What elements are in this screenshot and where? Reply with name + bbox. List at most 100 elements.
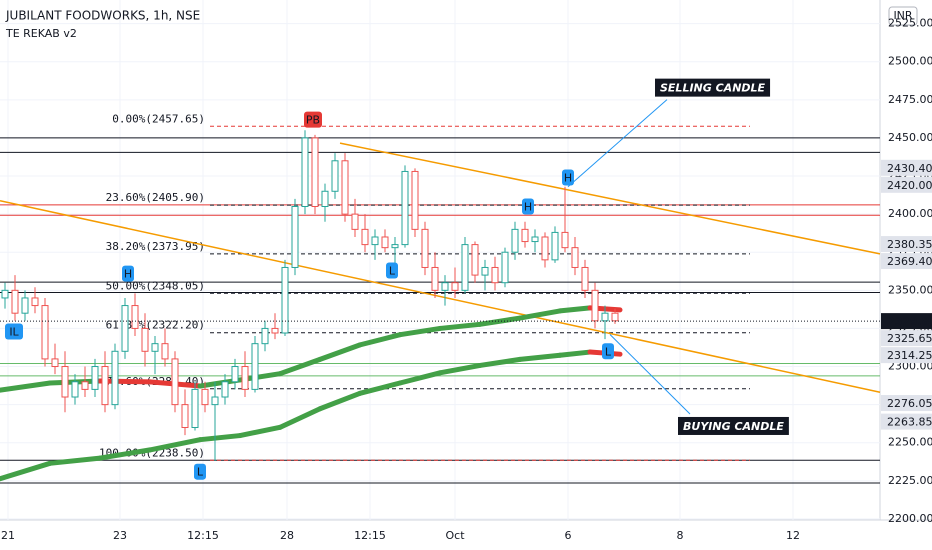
price-label-box — [881, 253, 932, 270]
moving-average — [277, 356, 323, 377]
marker-box — [522, 198, 534, 215]
candle-body — [31, 297, 39, 307]
y-tick-label: 2450.00 — [888, 131, 932, 144]
candle-body — [421, 228, 429, 268]
candle-body — [301, 137, 309, 208]
candle-body — [271, 327, 279, 334]
y-tick-label: 2200.00 — [888, 512, 932, 525]
candle-body — [161, 343, 169, 360]
candle-body — [461, 244, 469, 291]
x-tick-label: 12 — [786, 529, 800, 542]
candle-body — [531, 236, 539, 243]
annotation-text: BUYING CANDLE — [683, 420, 784, 433]
moving-average — [437, 321, 483, 331]
candle-body — [511, 228, 519, 253]
price-label: 2420.00 — [887, 179, 932, 192]
x-tick-label: 6 — [565, 529, 572, 542]
trendline — [339, 142, 881, 255]
currency-box[interactable] — [888, 6, 918, 26]
candle-body — [321, 190, 329, 208]
price-label: 2263.85 — [887, 416, 932, 429]
candle-body — [211, 396, 219, 406]
price-label-box — [881, 313, 932, 330]
candle-body — [401, 170, 409, 246]
price-label-box — [881, 330, 932, 347]
candle-body — [491, 266, 499, 284]
moving-average — [397, 370, 443, 386]
x-tick-label: 12:15 — [354, 529, 386, 542]
indicator-name: TE REKAB v2 — [5, 27, 77, 40]
candle-body — [291, 206, 299, 268]
marker-box — [562, 169, 574, 186]
candle-body — [311, 137, 319, 208]
x-tick-label: 8 — [677, 529, 684, 542]
annotation-text: SELLING CANDLE — [660, 82, 766, 95]
candle-body — [361, 228, 369, 246]
candle-body — [101, 366, 109, 406]
annotation-box — [678, 416, 789, 435]
x-tick-label: Oct — [445, 529, 465, 542]
price-label: 2325.65 — [887, 332, 932, 345]
marker-box — [602, 343, 614, 360]
candle-body — [201, 388, 209, 406]
candle-body — [131, 305, 139, 329]
fib-label: 61.80%(2322.20) — [106, 319, 205, 332]
moving-average — [517, 308, 563, 321]
price-label-box — [881, 159, 932, 176]
candle-body — [71, 381, 79, 398]
candle-body — [351, 213, 359, 230]
x-tick-label: 12:15 — [187, 529, 219, 542]
candle-body — [221, 381, 229, 398]
marker-label: H — [524, 201, 532, 214]
candle-body — [521, 228, 529, 243]
x-tick-label: 28 — [280, 529, 294, 542]
candle-body — [541, 236, 549, 261]
marker-box — [304, 111, 322, 128]
marker-box — [386, 262, 398, 279]
candle-body — [371, 236, 379, 246]
candle-body — [431, 266, 439, 291]
marker-box — [194, 463, 206, 480]
y-tick-label: 2475.00 — [888, 93, 932, 106]
marker-label: H — [124, 268, 132, 281]
y-tick-label: 2225.00 — [888, 474, 932, 487]
price-label-box — [881, 176, 932, 193]
price-label-box — [881, 236, 932, 253]
price-label-box — [881, 347, 932, 364]
annotation-arrow — [567, 99, 668, 188]
candle-body — [281, 266, 289, 334]
x-tick-label: 21 — [1, 529, 15, 542]
y-tick-label: 2525.00 — [888, 17, 932, 30]
marker-label: IL — [9, 325, 19, 338]
candle-body — [51, 358, 59, 368]
chart-title: JUBILANT FOODWORKS, 1h, NSE — [5, 9, 200, 23]
candle-body — [581, 266, 589, 291]
candle-body — [571, 247, 579, 268]
annotation: SELLING CANDLE — [655, 78, 771, 97]
candle-body — [261, 327, 269, 345]
candle-body — [241, 366, 249, 390]
y-tick-label: 2400.00 — [888, 207, 932, 220]
moving-average — [357, 332, 403, 348]
price-label: 2329.80 — [887, 315, 932, 328]
moving-average — [317, 342, 363, 362]
annotation: BUYING CANDLE — [678, 416, 789, 435]
x-tick-label: 23 — [113, 529, 127, 542]
y-tick-label: 2500.00 — [888, 55, 932, 68]
candle-body — [561, 231, 569, 249]
candle-body — [231, 366, 239, 383]
annotation-box — [655, 78, 771, 97]
trendline — [0, 199, 881, 394]
currency[interactable]: INR — [893, 9, 912, 22]
moving-average — [557, 305, 593, 314]
candle-body — [381, 236, 389, 249]
price-label: 2276.05 — [887, 397, 932, 410]
candle-body — [331, 160, 339, 192]
marker-label: H — [564, 172, 572, 185]
moving-average — [557, 349, 593, 358]
candle-body — [481, 266, 489, 276]
moving-average — [0, 460, 53, 482]
moving-average — [97, 447, 153, 461]
moving-average — [357, 380, 403, 396]
